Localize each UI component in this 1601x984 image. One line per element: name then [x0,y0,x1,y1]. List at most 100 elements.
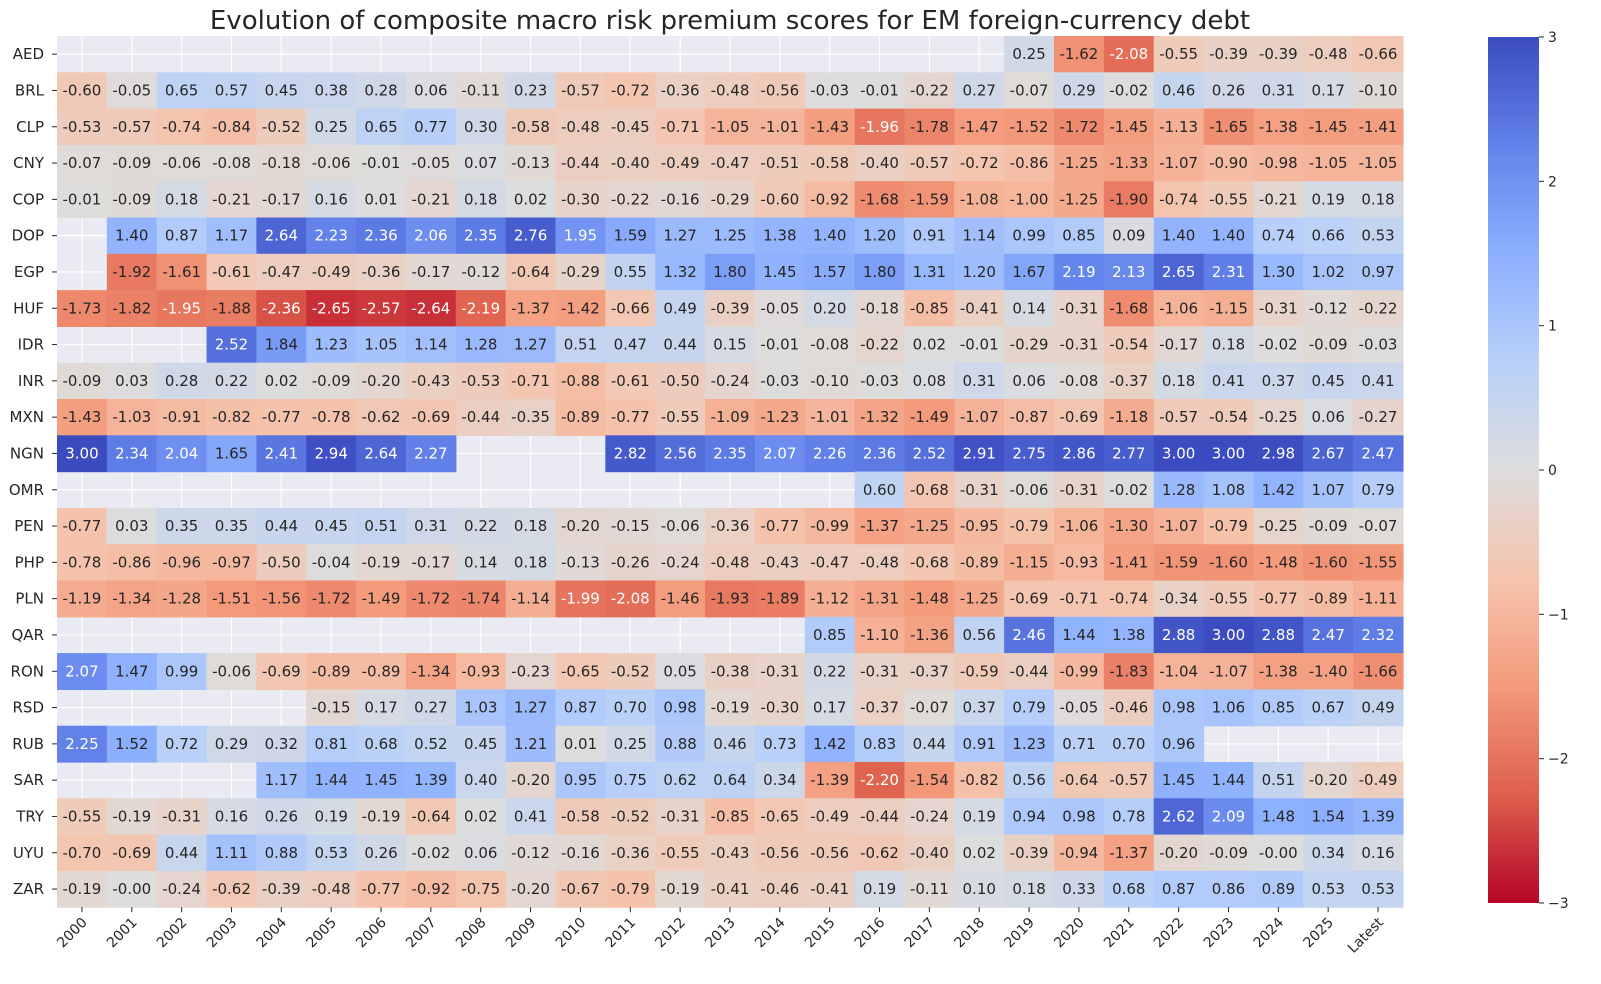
heatmap-cell [156,653,208,690]
cell-value-label: -0.15 [611,517,650,535]
cell-value-label: 0.98 [1162,699,1195,717]
cell-value-label: 0.28 [165,372,198,390]
heatmap-cell [356,72,407,110]
heatmap-cell [804,544,856,582]
cell-value-label: -0.44 [1010,662,1049,680]
heatmap-cell [1103,253,1155,291]
cell-value-label: 1.11 [215,844,248,862]
cell-value-label: -0.31 [1060,481,1099,499]
cell-value-label: -0.40 [860,154,899,172]
cell-value-label: -0.07 [63,154,102,172]
heatmap-cell [754,762,806,799]
heatmap-cell [356,544,407,582]
cell-value-label: 0.46 [713,735,746,753]
heatmap-cell [954,326,1005,364]
heatmap-cell [1303,762,1354,799]
heatmap-cell [655,870,706,908]
cell-value-label: 0.03 [115,517,148,535]
cell-value-label: -0.19 [661,880,700,898]
heatmap-cell [754,834,806,872]
cell-value-label: 0.65 [364,118,397,136]
heatmap-cell [854,544,906,582]
cell-value-label: 1.39 [414,771,447,789]
heatmap-cell [206,435,257,473]
cell-value-label: -0.85 [711,807,750,825]
heatmap-cell [655,580,706,618]
cell-value-label: -1.28 [162,590,201,608]
heatmap-cell [57,72,108,110]
cell-value-label: -0.02 [1109,481,1148,499]
heatmap-cell [605,362,656,400]
heatmap-cell [655,762,706,799]
cell-value-label: -0.12 [461,263,500,281]
heatmap-cell [1253,834,1304,872]
cell-value-label: 1.40 [1212,227,1245,245]
heatmap-cell [1303,72,1354,110]
x-tick-label: 2002 [154,915,191,952]
heatmap-cell [1203,834,1254,872]
heatmap-cell [605,108,656,146]
heatmap-cell [306,253,357,291]
cell-value-label: 0.91 [913,227,946,245]
heatmap-cell [1103,689,1155,727]
cell-value-label: -0.97 [212,553,251,571]
heatmap-cell [1353,762,1404,799]
cell-value-label: -0.38 [711,662,750,680]
heatmap-cell [954,616,1005,654]
heatmap-cell [655,108,706,146]
cell-value-label: 0.85 [1062,227,1095,245]
cell-value-label: 0.71 [1062,735,1095,753]
heatmap-cell [405,362,457,400]
heatmap-cell [156,834,208,872]
cell-value-label: -0.53 [461,372,500,390]
heatmap-cell [1054,435,1105,473]
cell-value-label: 1.31 [913,263,946,281]
heatmap-cell [954,580,1005,618]
heatmap-cell [555,72,606,110]
heatmap-cell [455,181,507,219]
heatmap-cell [1153,870,1205,908]
cell-value-label: -1.05 [711,118,750,136]
heatmap-cell [804,362,856,400]
heatmap-cell [1004,253,1055,291]
heatmap-cell [306,870,357,908]
heatmap-cell [754,725,806,763]
cell-value-label: -0.60 [63,81,102,99]
cell-value-label: 0.17 [364,699,397,717]
cell-value-label: 2.67 [1311,444,1344,462]
cell-value-label: 0.45 [1311,372,1344,390]
heatmap-cell [505,762,557,799]
cell-value-label: 0.97 [1361,263,1394,281]
heatmap-cell [904,725,955,763]
heatmap-cell [904,362,955,400]
cell-value-label: -1.59 [910,190,949,208]
heatmap-cell [705,362,756,400]
cell-value-label: -1.45 [1309,118,1348,136]
colorbar-tick-label: 1 [1548,319,1557,335]
cell-value-label: -0.57 [1159,408,1198,426]
cell-value-label: 0.51 [364,517,397,535]
heatmap-cell [1153,217,1205,255]
heatmap-cell [206,580,257,618]
cell-value-label: 2.64 [265,227,298,245]
cell-value-label: 0.46 [1162,81,1195,99]
heatmap-cell [555,762,606,799]
heatmap-cell [954,725,1005,763]
heatmap-cell [306,326,357,364]
cell-value-label: 0.99 [1012,227,1045,245]
cell-value-label: 0.22 [464,517,497,535]
cell-value-label: 0.70 [1112,735,1145,753]
heatmap-cell [854,435,906,473]
heatmap-cell [904,870,955,908]
heatmap-cell [655,72,706,110]
heatmap-cell [1004,290,1055,327]
x-tick-label: 2018 [952,915,989,952]
cell-value-label: -0.69 [411,408,450,426]
cell-value-label: 2.94 [314,444,347,462]
cell-value-label: 1.08 [1212,481,1245,499]
cell-value-label: -1.03 [112,408,151,426]
heatmap-cell [1054,616,1105,654]
cell-value-label: 0.06 [1311,408,1344,426]
heatmap-cell [1203,616,1254,654]
cell-value-label: -0.27 [1359,408,1398,426]
